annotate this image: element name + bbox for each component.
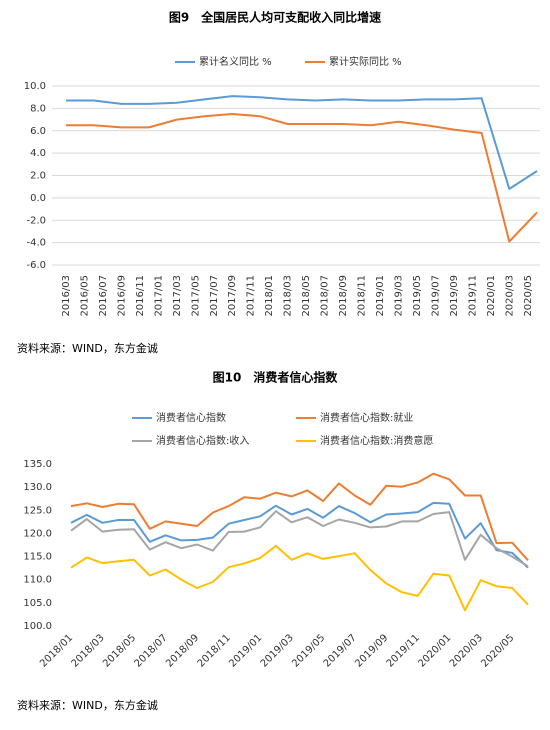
x-tick-label: 2016/03: [61, 275, 72, 317]
series-line: [70, 510, 529, 568]
x-tick-label: 2017/05: [190, 275, 201, 317]
source-note: 资料来源：WIND，东方金诚: [17, 698, 158, 712]
x-tick-label: 2016/09: [116, 275, 127, 317]
x-tick-label: 2020/05: [523, 275, 534, 317]
x-tick-label: 2019/01: [375, 275, 386, 317]
x-tick-label: 2020/03: [504, 275, 515, 317]
y-tick-label: 130.0: [23, 482, 52, 493]
x-tick-label: 2020/01: [486, 275, 497, 317]
x-tick-label: 2019/03: [393, 275, 404, 317]
y-tick-label: 0.0: [30, 193, 46, 204]
legend-label: 消费者信心指数:消费意愿: [320, 434, 433, 447]
y-tick-label: 4.0: [30, 148, 46, 159]
x-tick-label: 2018/05: [301, 275, 312, 317]
x-tick-label: 2018/11: [196, 632, 233, 669]
chart-title: 图10 消费者信心指数: [213, 370, 339, 385]
x-tick-label: 2017/11: [246, 275, 257, 317]
x-tick-label: 2016/07: [98, 275, 109, 317]
source-note: 资料来源：WIND，东方金诚: [17, 341, 158, 355]
y-tick-label: 110.0: [23, 575, 52, 586]
y-tick-label: 2.0: [30, 171, 46, 182]
y-tick-label: 10.0: [24, 81, 46, 92]
y-tick-label: 115.0: [23, 552, 52, 563]
x-tick-label: 2018/11: [357, 275, 368, 317]
x-tick-label: 2016/11: [135, 275, 146, 317]
x-tick-label: 2017/09: [227, 275, 238, 317]
legend-label: 累计名义同比 %: [199, 55, 272, 68]
y-tick-label: 125.0: [23, 505, 52, 516]
x-tick-label: 2019/11: [467, 275, 478, 317]
x-tick-label: 2018/07: [133, 632, 170, 669]
x-tick-label: 2018/09: [164, 632, 201, 669]
y-tick-label: 105.0: [23, 598, 52, 609]
series-line: [70, 501, 529, 569]
legend-label: 消费者信心指数: [156, 411, 226, 424]
x-tick-label: 2017/01: [153, 275, 164, 317]
x-tick-label: 2017/07: [209, 275, 220, 317]
x-tick-label: 2018/09: [338, 275, 349, 317]
x-tick-label: 2020/05: [479, 632, 516, 669]
x-tick-label: 2018/05: [101, 632, 138, 669]
x-tick-label: 2019/05: [290, 632, 327, 669]
x-tick-label: 2020/03: [448, 632, 485, 669]
x-tick-label: 2018/01: [38, 632, 75, 669]
x-tick-label: 2019/09: [449, 275, 460, 317]
chart-title: 图9 全国居民人均可支配收入同比增速: [169, 10, 381, 25]
x-tick-label: 2017/03: [172, 275, 183, 317]
series-line: [70, 544, 529, 612]
y-tick-label: -2.0: [26, 215, 46, 226]
x-tick-label: 2018/03: [70, 632, 107, 669]
x-tick-label: 2019/07: [430, 275, 441, 317]
x-tick-label: 2019/01: [227, 632, 264, 669]
x-tick-label: 2019/05: [412, 275, 423, 317]
x-tick-label: 2019/07: [322, 632, 359, 669]
series-line: [66, 113, 538, 243]
legend-label: 累计实际同比 %: [329, 55, 402, 68]
x-tick-label: 2018/07: [320, 275, 331, 317]
series-line: [70, 472, 529, 561]
y-tick-label: 6.0: [30, 126, 46, 137]
legend-label: 消费者信心指数:收入: [156, 434, 249, 447]
legend-label: 消费者信心指数:就业: [320, 411, 413, 424]
y-tick-label: 135.0: [23, 459, 52, 470]
x-tick-label: 2019/09: [353, 632, 390, 669]
x-tick-label: 2018/03: [283, 275, 294, 317]
x-tick-label: 2019/03: [259, 632, 296, 669]
x-tick-label: 2019/11: [385, 632, 422, 669]
y-tick-label: -4.0: [26, 238, 46, 249]
x-tick-label: 2018/01: [264, 275, 275, 317]
series-line: [66, 95, 538, 190]
x-tick-label: 2020/01: [416, 632, 453, 669]
y-tick-label: 8.0: [30, 103, 46, 114]
y-tick-label: 120.0: [23, 528, 52, 539]
x-tick-label: 2016/05: [79, 275, 90, 317]
y-tick-label: 100.0: [23, 621, 52, 632]
y-tick-label: -6.0: [26, 260, 46, 271]
